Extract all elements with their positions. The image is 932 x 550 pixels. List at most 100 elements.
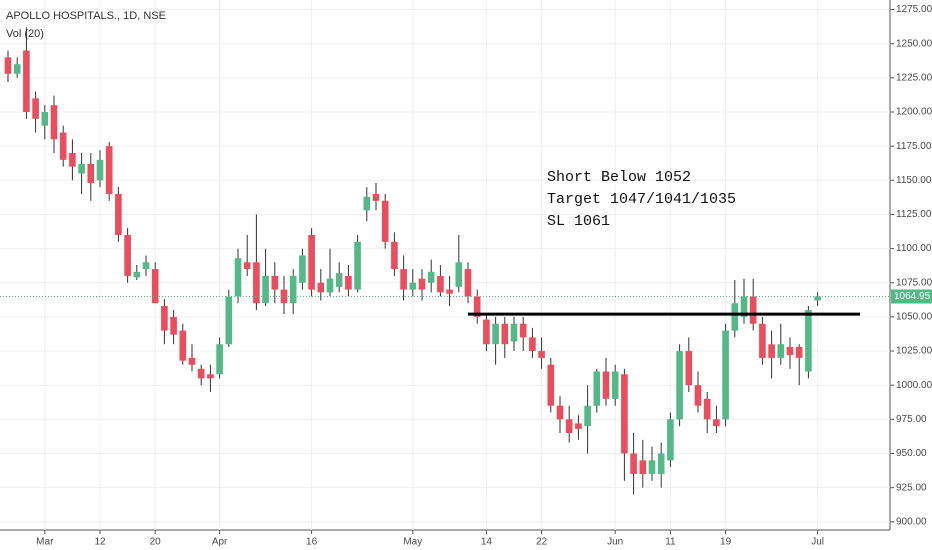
candle-body bbox=[161, 305, 168, 331]
candle-body bbox=[814, 296, 821, 301]
candle-body bbox=[722, 330, 729, 420]
candle-body bbox=[740, 296, 748, 317]
candle-body bbox=[179, 330, 187, 361]
candle-body bbox=[437, 275, 444, 293]
candle-body bbox=[4, 57, 12, 74]
y-tick-label: 975.00 bbox=[896, 414, 927, 425]
candle-body bbox=[639, 460, 647, 474]
candle-body bbox=[326, 278, 334, 293]
chart-title: APOLLO HOSPITALS., 1D, NSE bbox=[6, 10, 166, 22]
candle-body bbox=[225, 296, 233, 345]
candle-body bbox=[565, 419, 573, 434]
candle-body bbox=[400, 269, 407, 290]
volume-label: Vol (20) bbox=[6, 28, 44, 40]
x-tick-label: May bbox=[403, 537, 422, 548]
candle-body bbox=[32, 98, 39, 119]
x-tick-label: Jun bbox=[607, 537, 623, 548]
candle-body bbox=[335, 273, 343, 287]
candle-body bbox=[777, 344, 785, 358]
candle-body bbox=[391, 241, 398, 270]
candle-body bbox=[188, 357, 196, 365]
candle-body bbox=[805, 310, 812, 372]
y-tick-label: 1150.00 bbox=[896, 175, 932, 186]
y-tick-label: 1075.00 bbox=[896, 277, 932, 288]
candle-body bbox=[630, 453, 637, 474]
candle-body bbox=[234, 258, 242, 297]
candle-body bbox=[115, 193, 122, 235]
candle-body bbox=[253, 262, 260, 304]
candle-body bbox=[124, 234, 131, 276]
y-tick-label: 1200.00 bbox=[896, 107, 932, 118]
candle-body bbox=[685, 351, 693, 386]
candle-body bbox=[427, 271, 435, 283]
candle-body bbox=[501, 323, 509, 345]
y-tick-label: 1275.00 bbox=[896, 4, 932, 15]
candle-body bbox=[151, 269, 159, 304]
candle-body bbox=[648, 460, 656, 474]
candle-body bbox=[96, 159, 104, 181]
candle-body bbox=[529, 337, 536, 352]
candle-body bbox=[492, 323, 499, 345]
candle-body bbox=[354, 241, 361, 290]
candle-body bbox=[676, 351, 683, 420]
x-tick-label: 14 bbox=[481, 537, 493, 548]
candle-body bbox=[280, 289, 288, 304]
candle-body bbox=[216, 344, 223, 375]
candle-body bbox=[621, 374, 628, 454]
candle-body bbox=[602, 371, 610, 399]
x-tick-label: Jul bbox=[811, 537, 824, 548]
candle-body bbox=[519, 323, 527, 338]
x-tick-label: 12 bbox=[94, 537, 106, 548]
candle-body bbox=[575, 423, 582, 429]
y-tick-label: 1025.00 bbox=[896, 346, 932, 357]
candle-body bbox=[13, 64, 21, 74]
candle-body bbox=[142, 262, 150, 270]
candle-body bbox=[87, 163, 95, 184]
candle-body bbox=[308, 234, 315, 290]
candle-body bbox=[473, 296, 481, 317]
candle-body bbox=[749, 296, 757, 324]
candle-body bbox=[611, 371, 619, 399]
annotation: Short Below 1052 bbox=[547, 169, 691, 186]
candle-body bbox=[768, 344, 775, 358]
candle-body bbox=[78, 163, 85, 174]
candle-body bbox=[795, 346, 803, 358]
candle-body bbox=[50, 105, 58, 140]
plot bbox=[4, 27, 821, 495]
candle-body bbox=[23, 50, 30, 113]
y-tick-label: 1175.00 bbox=[896, 141, 932, 152]
candle-body bbox=[289, 275, 297, 304]
candle-body bbox=[59, 132, 67, 160]
candle-body bbox=[556, 405, 564, 420]
y-tick-label: 925.00 bbox=[896, 482, 927, 493]
candle-body bbox=[207, 374, 214, 379]
candle-body bbox=[446, 289, 453, 294]
annotation: Target 1047/1041/1035 bbox=[547, 191, 736, 208]
candle-body bbox=[262, 275, 269, 304]
candle-body bbox=[786, 346, 794, 356]
candle-body bbox=[584, 405, 591, 427]
candle-body bbox=[69, 152, 76, 167]
candle-body bbox=[510, 323, 518, 342]
last-price-label: 1064.95 bbox=[894, 291, 931, 302]
candle-body bbox=[170, 316, 177, 335]
x-tick-label: 20 bbox=[150, 537, 162, 548]
candle-body bbox=[133, 271, 141, 278]
y-tick-label: 1050.00 bbox=[896, 312, 932, 323]
y-tick-label: 1000.00 bbox=[896, 380, 932, 391]
x-tick-label: Apr bbox=[212, 537, 228, 548]
candle-body bbox=[418, 278, 426, 290]
candle-body bbox=[271, 275, 279, 290]
candle-body bbox=[667, 419, 674, 461]
candle-body bbox=[372, 193, 380, 201]
y-tick-label: 1250.00 bbox=[896, 38, 932, 49]
annotation: SL 1061 bbox=[547, 213, 610, 230]
x-tick-label: 22 bbox=[536, 537, 548, 548]
candle-body bbox=[455, 262, 463, 287]
candle-body bbox=[538, 351, 545, 358]
candle-body bbox=[317, 282, 325, 293]
candle-body bbox=[41, 112, 49, 126]
candle-body bbox=[694, 385, 702, 406]
candle-body bbox=[409, 282, 417, 290]
